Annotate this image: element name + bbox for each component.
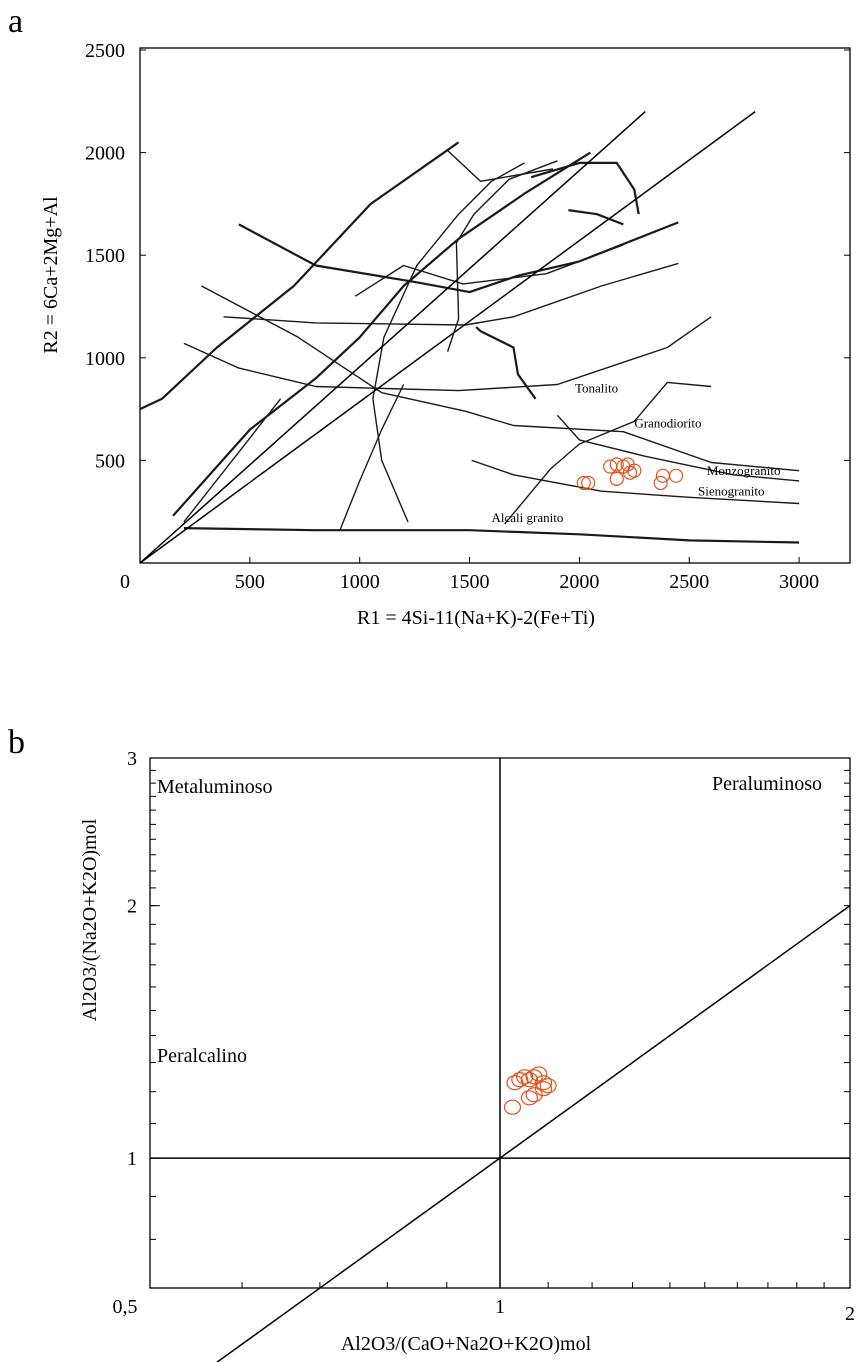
field-boundary: [238, 221, 679, 294]
chart-b-y-axis-title: Al2O3/(Na2O+K2O)mol: [79, 818, 101, 1021]
chart-b-lines: [150, 758, 851, 1362]
field-boundary: [556, 414, 800, 482]
field-boundary: [568, 209, 624, 226]
y-tick-label: 2500: [85, 40, 125, 62]
sample-point: [534, 1081, 553, 1097]
region-label-peralcalino: Peralcalino: [157, 1045, 247, 1067]
chart-a-points: [576, 457, 684, 491]
chart-b-ticks: 0,5 1 2 1 2 3: [113, 748, 856, 1325]
field-label: Sienogranito: [698, 483, 764, 498]
diagonal-line: [139, 111, 646, 564]
sample-point: [576, 475, 591, 491]
panel-letter-b: b: [8, 724, 25, 761]
sample-point: [516, 1069, 534, 1085]
sample-point: [525, 1087, 543, 1103]
chart-a-x-axis-title: R1 = 4Si-11(Na+K)-2(Fe+Ti): [357, 607, 595, 629]
sample-point: [520, 1072, 539, 1088]
x-tick-label: 3000: [779, 571, 819, 593]
chart-a-field-labels: Tonalito Granodiorito Monzogranito Sienogra…: [492, 381, 781, 525]
sample-point: [511, 1072, 529, 1088]
field-boundary: [475, 326, 537, 400]
y-tick-label: 1: [127, 1148, 137, 1170]
field-boundary: [339, 384, 405, 531]
sample-point: [530, 1066, 548, 1082]
x-tick-label: 2500: [669, 571, 709, 593]
y-tick-label: 3: [127, 748, 137, 770]
x-tick-label: 1: [495, 1296, 505, 1318]
chart-b-alumina-saturation: 0,5 1 2 1 2 3 Metaluminoso Peraluminoso Peral…: [79, 748, 855, 1362]
field-boundary: [139, 141, 460, 411]
x-tick-label: 0,5: [113, 1296, 138, 1318]
region-label-metaluminoso: Metaluminoso: [157, 776, 273, 798]
sample-point: [534, 1075, 553, 1091]
field-boundary: [372, 162, 525, 523]
x-tick-label: 500: [235, 571, 265, 593]
sample-point: [655, 468, 670, 483]
field-boundary: [223, 262, 679, 326]
x-tick-label: 2000: [559, 571, 599, 593]
diagonal-line: [139, 110, 756, 564]
x-tick-label: 2: [845, 1303, 855, 1325]
field-label: Granodiorito: [634, 416, 701, 431]
sample-point: [581, 475, 596, 491]
field-boundary: [172, 151, 591, 517]
chart-a-r1-r2: 0 500 1000 1500 2000 2500 3000 500 1000 1500 2000 2…: [40, 40, 851, 629]
chart-b-points: [503, 1066, 557, 1115]
field-boundary: [183, 527, 800, 544]
field-boundary: [530, 161, 640, 215]
y-tick-label: 1000: [85, 348, 125, 370]
chart-a-ticks: 0 500 1000 1500 2000 2500 3000 500 1000 1500 2000 2…: [85, 40, 850, 593]
field-boundary: [446, 160, 558, 352]
chart-a-y-axis-title: R2 = 6Ca+2Mg+Al: [40, 196, 62, 354]
y-tick-label: 1500: [85, 245, 125, 267]
field-boundary: [447, 149, 554, 183]
field-label: Tonalito: [575, 381, 618, 396]
field-boundary: [201, 285, 800, 472]
sample-point: [525, 1069, 543, 1085]
y-tick-label: 500: [95, 450, 125, 472]
field-boundary: [504, 381, 712, 525]
chart-a-frame: [139, 47, 851, 564]
field-boundary: [183, 316, 712, 392]
y-tick-label: 2000: [85, 143, 125, 165]
chart-a-boundaries: [139, 110, 800, 564]
field-label: Alcali granito: [492, 510, 564, 525]
region-label-peraluminoso: Peraluminoso: [712, 773, 822, 795]
sample-point: [520, 1090, 539, 1106]
sample-point: [668, 468, 684, 483]
sample-point: [503, 1099, 522, 1115]
sample-point: [653, 475, 668, 491]
field-boundary: [183, 398, 282, 523]
x-tick-label: 1000: [340, 571, 380, 593]
y-tick-label: 2: [127, 896, 137, 918]
field-boundary: [471, 459, 800, 505]
field-label: Monzogranito: [707, 463, 781, 478]
chart-b-x-axis-title: Al2O3/(CaO+Na2O+K2O)mol: [341, 1333, 592, 1355]
sample-point: [609, 457, 624, 472]
sample-point: [609, 471, 624, 486]
sample-point: [539, 1078, 557, 1094]
panel-letter-a: a: [8, 3, 23, 40]
x-tick-label: 1500: [450, 571, 490, 593]
sample-point: [506, 1075, 524, 1091]
field-boundary: [354, 244, 624, 297]
sample-point: [627, 463, 642, 478]
x-tick-label: 0: [120, 571, 130, 593]
